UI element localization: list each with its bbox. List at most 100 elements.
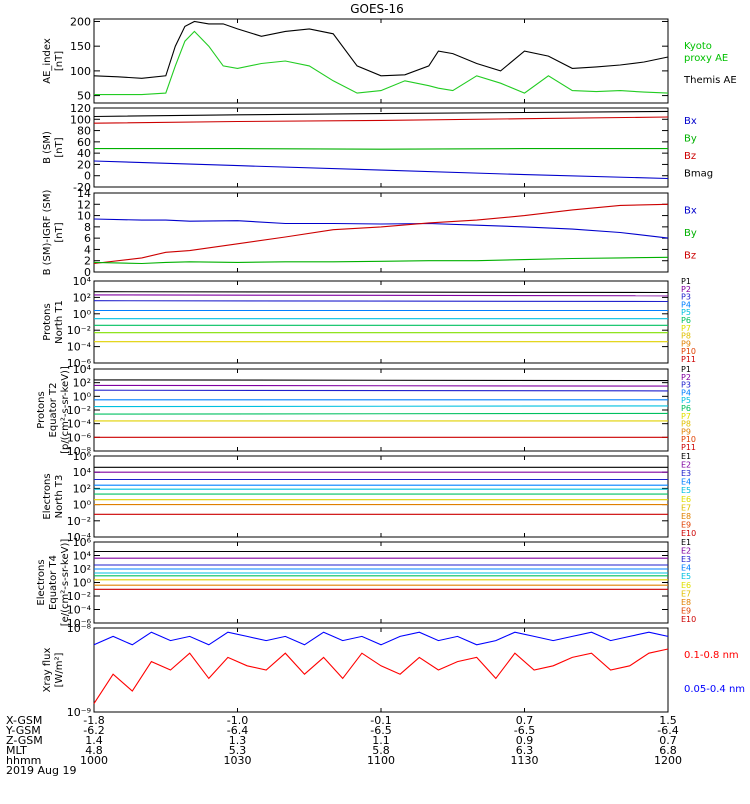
panel-2-legend-1: By (684, 228, 697, 239)
panel-5-legend-5: E6 (681, 495, 691, 504)
panel-0-yticklabel-1: 100 (70, 65, 91, 78)
panel-4-legend-3: P4 (681, 388, 691, 397)
panel-3-legend-5: P6 (681, 316, 691, 325)
panel-5-ylabel-line-0: Electrons (42, 473, 53, 519)
panel-6-yticklabel-1: 10⁻⁴ (67, 604, 92, 617)
panel-2-ylabel-line-1: [nT] (54, 222, 65, 242)
ephemeris-value-2-2: 1.1 (372, 734, 390, 747)
panel-3-legend-7: P8 (681, 332, 691, 341)
panel-4-ylabel-line-2: [p/(cm²-s-sr-keV)] (60, 366, 71, 454)
panel-7-series-0-05-0-4-nm (93, 631, 669, 646)
panel-3-yticklabel-0: 10⁻⁶ (67, 357, 92, 370)
panel-6-yticklabel-6: 10⁶ (73, 536, 92, 549)
panel-2-yticklabel-1: 2 (84, 255, 91, 268)
panel-4-series-p5 (93, 405, 669, 408)
ephemeris-value-3-2: 5.8 (372, 744, 390, 757)
panel-6-yticklabel-4: 10² (73, 563, 91, 576)
panel-4-legend-2: P3 (681, 381, 691, 390)
panel-1-series-bz (93, 116, 669, 124)
panel-0-series-kyoto-proxy-ae (94, 30, 669, 96)
panel-2-legend-2: Bz (684, 250, 696, 261)
panel-0-legend-0-line-1: proxy AE (684, 53, 728, 64)
panel-0-series-themis-ae (93, 20, 669, 79)
ephemeris-value-2-0: 1.4 (85, 734, 103, 747)
panel-3-yticklabel-3: 10⁰ (73, 308, 92, 321)
plot-title: GOES-16 (350, 2, 404, 16)
ephemeris-value-2-1: 1.3 (229, 734, 247, 747)
panel-5-ylabel-line-1: North T3 (54, 475, 65, 519)
panel-3-ylabel-line-1: North T1 (54, 300, 65, 344)
ephemeris-value-3-3: 6.3 (516, 744, 534, 757)
panel-4-yticklabel-6: 10⁴ (73, 363, 92, 376)
ephemeris-value-3-1: 5.3 (229, 744, 247, 757)
panel-5-legend-1: E2 (681, 461, 691, 470)
panel-3-yticklabel-1: 10⁻⁴ (67, 341, 92, 354)
panel-6-legend-2: E3 (681, 555, 691, 564)
ephemeris-value-2-3: 0.9 (516, 734, 534, 747)
panel-5-legend-4: E5 (681, 486, 691, 495)
panel-3-series-p2 (93, 294, 669, 297)
panel-4-yticklabel-3: 10⁻² (67, 404, 91, 417)
ephemeris-value-0-1: -1.0 (227, 714, 248, 727)
panel-5-legend-8: E9 (681, 520, 691, 529)
panel-4-ylabel-line-0: Protons (36, 391, 47, 428)
panel-2-yticklabel-4: 8 (84, 221, 91, 234)
ephemeris-value-1-3: -6.5 (514, 724, 535, 737)
panel-6-legend-1: E2 (681, 547, 691, 556)
panel-5-yticklabel-2: 10⁰ (73, 499, 92, 512)
panel-7-yticklabel-1: 10⁻⁸ (67, 622, 92, 635)
ephemeris-value-0-0: -1.8 (83, 714, 104, 727)
panel-3-legend-3: P4 (681, 300, 691, 309)
panel-0-yticklabel-0: 50 (77, 90, 91, 103)
panel-3-frame (93, 280, 669, 364)
panel-3-legend-1: P2 (681, 285, 691, 294)
panel-6-legend-6: E7 (681, 589, 691, 598)
panel-6-ylabel-line-1: Equator T4 (48, 555, 59, 610)
panel-4-legend-9: P10 (681, 435, 696, 444)
panel-5-frame (93, 455, 669, 538)
panel-6-legend-3: E4 (681, 564, 691, 573)
panel-2-yticklabel-3: 6 (84, 232, 91, 245)
panel-3-legend-0: P1 (681, 277, 691, 286)
ephemeris-label-4: hhmm (6, 754, 41, 767)
panel-5-yticklabel-1: 10⁻² (67, 515, 91, 528)
panel-1-yticklabel-2: 20 (77, 158, 91, 171)
panel-4-legend-8: P9 (681, 427, 691, 436)
panel-6-legend-9: E10 (681, 615, 696, 624)
panel-5-legend-6: E7 (681, 503, 691, 512)
panel-2-series-by (93, 256, 669, 265)
panel-2-yticklabel-0: 0 (84, 266, 91, 279)
panel-1-yticklabel-7: 120 (70, 102, 91, 115)
panel-1-series-by (94, 148, 668, 150)
panel-2-legend-0: Bx (684, 205, 697, 216)
ephemeris-value-0-4: 1.5 (659, 714, 677, 727)
panel-5-legend-2: E3 (681, 469, 691, 478)
panel-7-series-0-1-0-8-nm (93, 648, 669, 704)
panel-4-series-p3 (93, 389, 669, 392)
ephemeris-value-0-3: 0.7 (516, 714, 534, 727)
panel-7-ylabel-line-0: Xray flux (42, 648, 53, 693)
panel-4-legend-7: P8 (681, 420, 691, 429)
panel-6-frame (93, 541, 669, 624)
panel-5-legend-3: E4 (681, 478, 691, 487)
ephemeris-value-1-4: -6.4 (657, 724, 678, 737)
panel-4-yticklabel-2: 10⁻⁴ (67, 418, 92, 431)
panel-7-ylabel-line-1: [W/m²] (54, 652, 65, 687)
panel-1-yticklabel-5: 80 (77, 125, 91, 138)
panel-1-yticklabel-0: -20 (73, 181, 91, 194)
panel-4-yticklabel-0: 10⁻⁸ (67, 445, 92, 458)
panel-6-ylabel-line-2: [e/(cm²-s-sr-keV)] (60, 539, 71, 627)
ephemeris-label-0: X-GSM (6, 714, 42, 727)
panel-4-legend-4: P5 (681, 396, 691, 405)
ephemeris-label-2: Z-GSM (6, 734, 43, 747)
panel-3-yticklabel-4: 10² (73, 291, 91, 304)
panel-2-yticklabel-7: 14 (77, 187, 91, 200)
panel-2-yticklabel-6: 12 (77, 198, 91, 211)
panel-7-yticklabel-0: 10⁻⁹ (67, 706, 91, 719)
panel-3-legend-6: P7 (681, 324, 691, 333)
panel-5-yticklabel-5: 10⁶ (73, 450, 92, 463)
panel-6-ylabel-line-0: Electrons (36, 559, 47, 605)
panel-0-legend-1: Themis AE (683, 75, 737, 86)
panel-6-legend-4: E5 (681, 572, 691, 581)
ephemeris-value-4-2: 1100 (367, 754, 395, 767)
